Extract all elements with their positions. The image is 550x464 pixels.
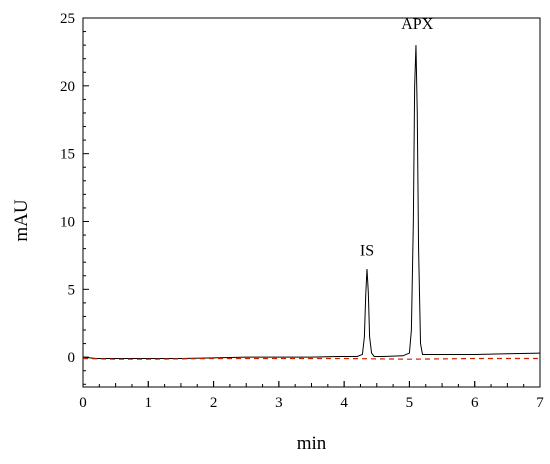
x-tick-label: 5 xyxy=(406,395,414,411)
axes-frame xyxy=(82,17,541,388)
x-axis: 0 1 2 3 4 5 6 7 xyxy=(79,381,544,411)
y-tick-label: 10 xyxy=(60,214,75,230)
y-tick-label: 20 xyxy=(60,79,75,95)
annotations: IS APX xyxy=(360,16,434,260)
y-tick-label: 0 xyxy=(68,350,76,366)
x-tick-label: 7 xyxy=(536,395,544,411)
x-axis-title: min xyxy=(297,433,327,454)
x-tick-label: 2 xyxy=(210,395,218,411)
x-tick-label: 1 xyxy=(145,395,153,411)
series-layer xyxy=(82,45,541,360)
x-tick-label: 0 xyxy=(79,395,87,411)
y-tick-label: 25 xyxy=(60,11,75,27)
x-tick-label: 4 xyxy=(340,395,348,411)
plot-area: 0 1 2 3 4 5 6 7 0 5 10 15 20 25 IS APX xyxy=(60,11,544,411)
series-line-1 xyxy=(82,45,541,360)
series-line-2 xyxy=(82,357,540,360)
peak-label: IS xyxy=(360,242,374,259)
y-tick-label: 5 xyxy=(68,282,76,298)
y-axis-title: mAU xyxy=(11,199,32,242)
y-tick-label: 15 xyxy=(60,147,75,163)
y-axis: 0 5 10 15 20 25 xyxy=(60,11,89,385)
peak-label: APX xyxy=(401,16,433,33)
x-tick-label: 6 xyxy=(471,395,479,411)
x-tick-label: 3 xyxy=(275,395,283,411)
